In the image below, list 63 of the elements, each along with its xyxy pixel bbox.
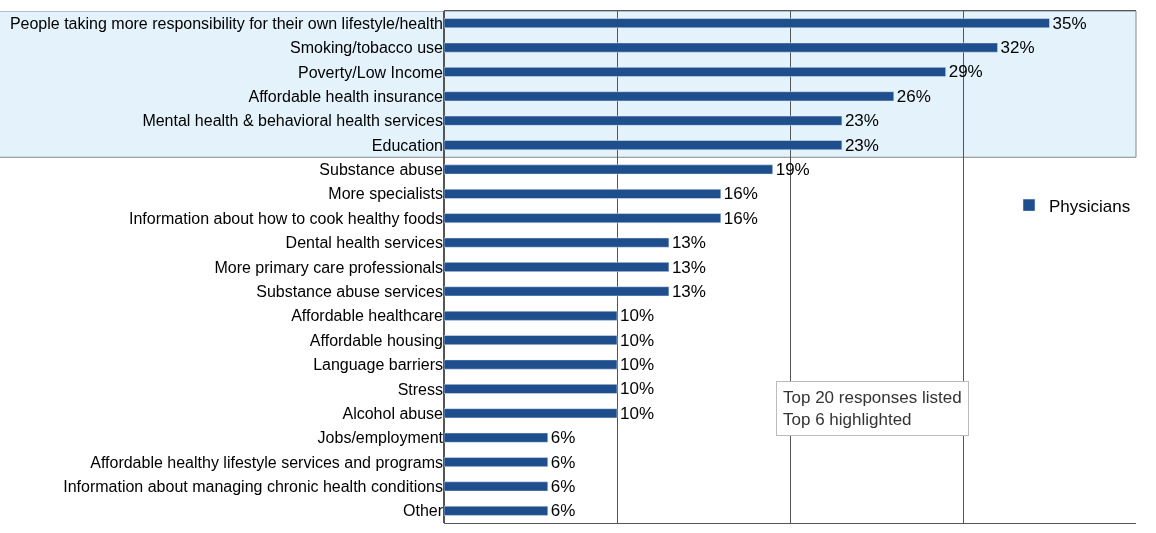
y-tick-label: More specialists (328, 185, 443, 203)
data-label: 16% (723, 208, 758, 228)
bar (444, 188, 722, 199)
bar (444, 335, 618, 346)
data-label: 23% (844, 135, 879, 155)
bar (444, 164, 773, 175)
y-tick-label: Dental health services (285, 234, 443, 252)
legend-label: Physicians (1049, 196, 1131, 216)
y-tick-label: Substance abuse (319, 161, 444, 179)
data-label: 6% (550, 428, 576, 448)
data-label: 16% (723, 184, 758, 204)
bar (444, 481, 549, 492)
y-tick-label: People taking more responsibility for their own lifestyle/health (9, 14, 443, 32)
bar (444, 67, 946, 77)
data-label: 35% (1052, 13, 1087, 33)
y-tick-label: Affordable healthcare (291, 307, 444, 325)
y-tick-label: Information about managing chronic health conditions (63, 478, 443, 496)
y-tick-label: Language barriers (313, 356, 443, 374)
bar (444, 432, 549, 443)
y-tick-label: Mental health & behavioral health services (142, 112, 443, 130)
y-tick-label: Information about how to cook healthy foods (129, 209, 443, 227)
data-label: 10% (620, 403, 655, 423)
data-label: 10% (620, 355, 655, 375)
data-label: 10% (620, 306, 655, 326)
data-label: 32% (1000, 38, 1035, 58)
data-label: 26% (896, 86, 931, 106)
y-tick-label: Smoking/tobacco use (290, 39, 444, 57)
bar (444, 286, 670, 297)
y-tick-label: Substance abuse services (256, 282, 443, 300)
annotation: Top 20 responses listed Top 6 highlighted (783, 388, 962, 430)
bar (444, 384, 618, 394)
bar (444, 237, 670, 248)
data-label: 10% (620, 330, 655, 350)
bar (444, 505, 549, 516)
y-tick-label: Stress (397, 380, 443, 398)
y-tick-label: Affordable healthy lifestyle services and programs (90, 453, 443, 471)
data-label: 6% (550, 501, 576, 521)
bar (444, 115, 843, 126)
bar (444, 18, 1050, 29)
bar (444, 408, 618, 419)
data-label: 10% (620, 379, 655, 399)
data-label: 13% (671, 257, 706, 277)
y-tick-label: Jobs/employment (317, 429, 444, 447)
data-label: 6% (550, 452, 576, 472)
data-label: 13% (671, 233, 706, 253)
bar (444, 42, 998, 53)
bar (444, 457, 549, 467)
bar (444, 359, 618, 370)
data-label: 13% (671, 281, 706, 301)
y-tick-label: Education (371, 136, 443, 154)
bar (444, 310, 618, 321)
y-tick-label: Affordable housing (309, 331, 443, 349)
bar (444, 262, 670, 272)
y-tick-label: Affordable health insurance (248, 87, 444, 105)
bar (444, 213, 722, 224)
data-label: 23% (844, 111, 879, 131)
y-tick-label: Other (402, 502, 444, 520)
y-tick-label: Poverty/Low Income (298, 63, 444, 81)
y-tick-label: Alcohol abuse (342, 404, 444, 422)
data-label: 6% (550, 476, 576, 496)
bar (444, 91, 895, 102)
bar (444, 140, 843, 150)
y-tick-label: More primary care professionals (214, 258, 443, 276)
